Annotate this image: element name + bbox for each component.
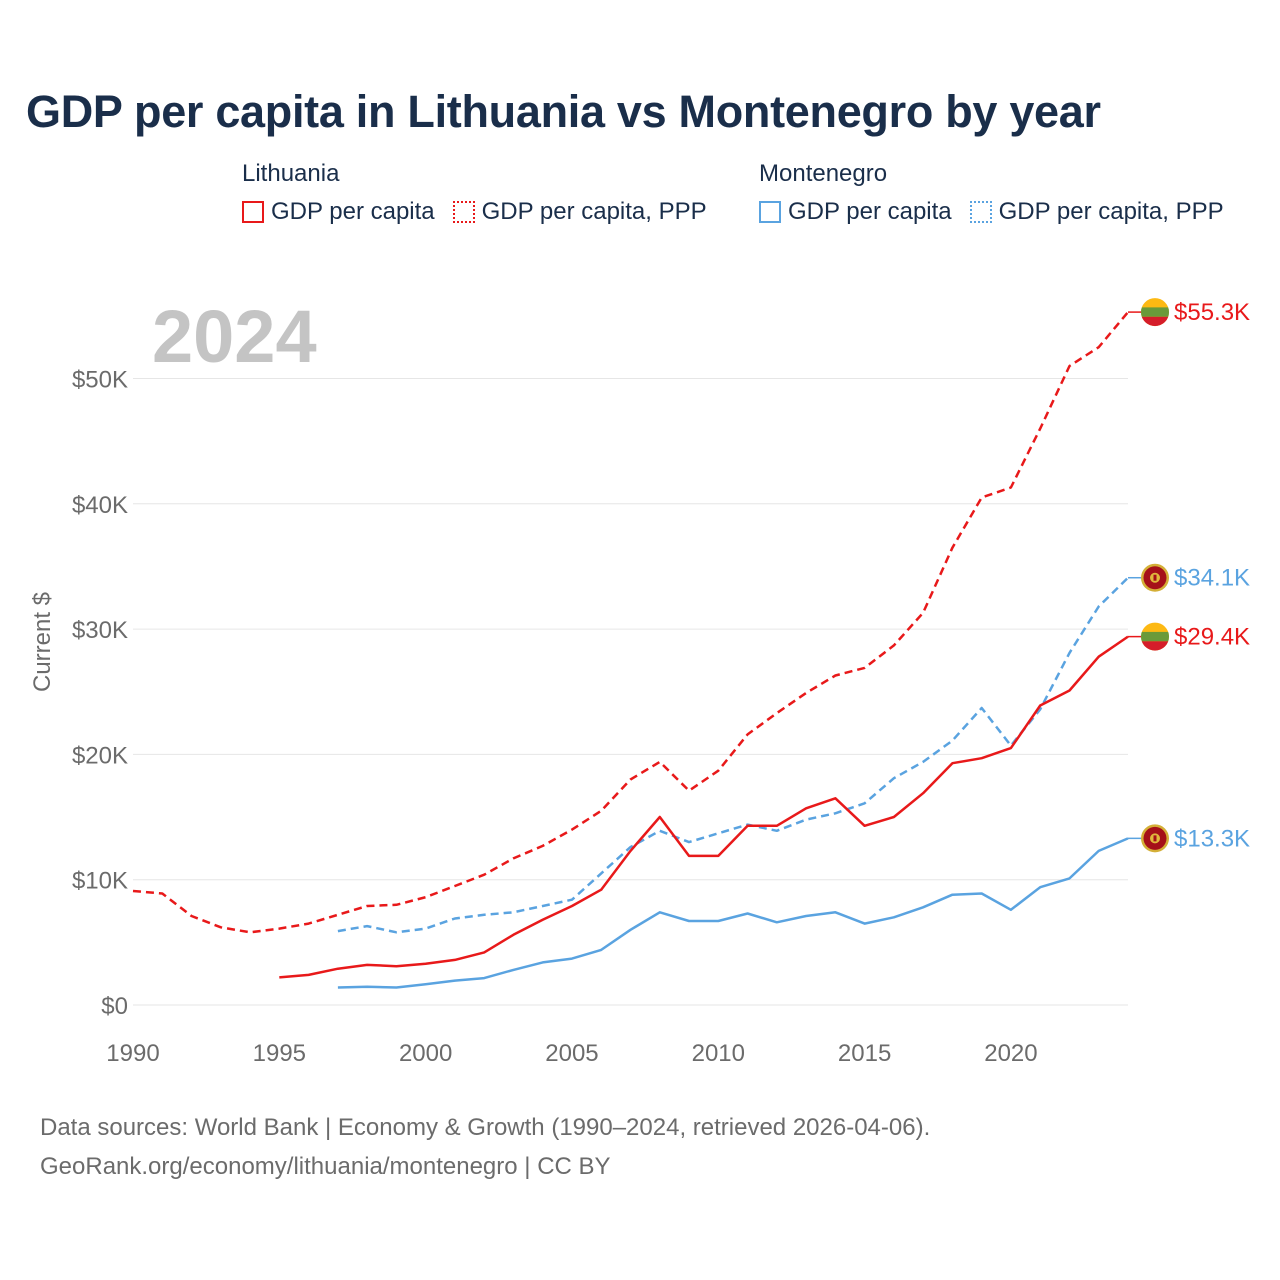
lithuania-flag-icon: [1141, 298, 1169, 327]
lithuania-flag-icon: [1141, 622, 1169, 651]
legend-label: GDP per capita, PPP: [481, 198, 707, 225]
end-value-label: $55.3K: [1174, 299, 1250, 326]
legend-item-montenegro-gdp[interactable]: GDP per capita: [759, 198, 952, 226]
series-line-lithuania-gdp: [279, 635, 1129, 979]
end-value-label: $29.4K: [1174, 624, 1250, 651]
x-tick-label: 1990: [106, 1040, 159, 1067]
legend-item-lithuania-gdp[interactable]: GDP per capita: [242, 198, 435, 226]
year-label: 2024: [152, 295, 317, 378]
y-tick-label: $10K: [72, 868, 128, 895]
series-lines: [132, 311, 1129, 989]
series-line-montenegro-gdp: [337, 837, 1129, 989]
x-tick-label: 2010: [692, 1040, 745, 1067]
end-labels: $55.3K $34.1K $29.4K $13.3K: [1128, 298, 1250, 853]
y-axis-label: Current $: [29, 592, 56, 692]
legend-label: GDP per capita: [271, 198, 435, 225]
source-line-1: Data sources: World Bank | Economy & Gro…: [40, 1114, 931, 1141]
x-tick-label: 2005: [545, 1040, 598, 1067]
legend-lithuania: Lithuania GDP per capita GDP per capita,…: [242, 160, 707, 226]
grid: [133, 378, 1128, 1006]
legend-montenegro: Montenegro GDP per capita GDP per capita…: [759, 160, 1224, 226]
y-tick-label: $30K: [72, 617, 128, 644]
series-line-montenegro-ppp: [337, 576, 1129, 934]
legend-label: GDP per capita, PPP: [998, 198, 1224, 225]
axis-ticks: $0 $10K $20K $30K $40K $50K 1990 1995 2000 2005 20…: [72, 367, 1038, 1068]
legend-item-montenegro-ppp[interactable]: GDP per capita, PPP: [969, 198, 1224, 226]
legend-group-label-montenegro: Montenegro: [759, 160, 888, 187]
montenegro-flag-icon: [1141, 563, 1169, 592]
y-tick-label: $20K: [72, 742, 128, 769]
legend-label: GDP per capita: [788, 198, 952, 225]
series-line-lithuania-ppp: [132, 311, 1129, 934]
x-tick-label: 2000: [399, 1040, 452, 1067]
x-tick-label: 2020: [984, 1040, 1037, 1067]
legend-item-lithuania-ppp[interactable]: GDP per capita, PPP: [452, 198, 707, 226]
x-tick-label: 2015: [838, 1040, 891, 1067]
legend-swatch-dotted-icon: [452, 201, 475, 223]
legend-swatch-solid-icon: [759, 201, 781, 223]
legend-swatch-dotted-icon: [969, 201, 992, 223]
legend-swatch-solid-icon: [242, 201, 264, 223]
y-tick-label: $40K: [72, 492, 128, 519]
end-value-label: $34.1K: [1174, 565, 1250, 592]
x-tick-label: 1995: [253, 1040, 306, 1067]
data-source: Data sources: World Bank | Economy & Gro…: [40, 1108, 930, 1186]
y-tick-label: $0: [101, 993, 128, 1020]
source-line-2: GeoRank.org/economy/lithuania/montenegro…: [40, 1153, 611, 1180]
legend-group-label-lithuania: Lithuania: [242, 160, 340, 187]
chart-title: GDP per capita in Lithuania vs Montenegr…: [26, 86, 1101, 137]
montenegro-flag-icon: [1141, 824, 1169, 853]
end-value-label: $13.3K: [1174, 825, 1250, 852]
y-tick-label: $50K: [72, 367, 128, 394]
